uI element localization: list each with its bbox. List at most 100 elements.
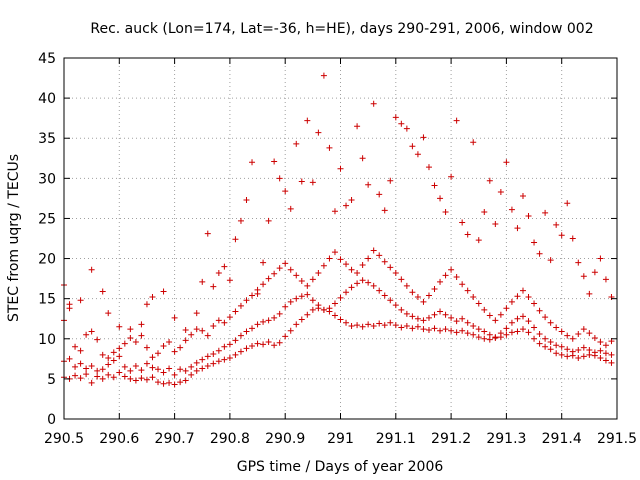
data-point (547, 346, 554, 353)
data-point (348, 266, 355, 273)
data-point (354, 269, 361, 276)
data-point (448, 314, 455, 321)
y-axis-label: STEC from uqrg / TECUs (6, 154, 22, 322)
data-point (398, 276, 405, 283)
data-point (398, 324, 405, 331)
data-point (116, 369, 123, 376)
data-point (121, 373, 128, 380)
data-point (414, 294, 421, 301)
data-point (237, 302, 244, 309)
data-point (160, 342, 167, 349)
data-point (204, 230, 211, 237)
data-point (66, 301, 73, 308)
data-point (503, 159, 510, 166)
data-point (431, 182, 438, 189)
data-point (132, 338, 139, 345)
data-point (448, 173, 455, 180)
data-point (453, 117, 460, 124)
data-point (331, 312, 338, 319)
data-point (558, 351, 565, 358)
data-point (420, 317, 427, 324)
data-point (475, 334, 482, 341)
data-point (199, 356, 206, 363)
data-point (237, 217, 244, 224)
data-point (326, 255, 333, 262)
data-point (392, 302, 399, 309)
data-point (575, 355, 582, 362)
x-tick-label: 291.1 (376, 431, 416, 447)
data-point (376, 191, 383, 198)
data-point (409, 289, 416, 296)
data-point (453, 274, 460, 281)
data-point (387, 319, 394, 326)
data-point (177, 366, 184, 373)
data-point (376, 287, 383, 294)
data-point (464, 231, 471, 238)
data-point (326, 144, 333, 151)
data-point (580, 326, 587, 333)
data-point (276, 339, 283, 346)
data-point (553, 221, 560, 228)
data-point (519, 287, 526, 294)
data-point (182, 326, 189, 333)
data-point (354, 322, 361, 329)
data-point (514, 225, 521, 232)
x-tick-label: 291 (327, 431, 354, 447)
data-point (265, 217, 272, 224)
data-point (343, 202, 350, 209)
data-point (547, 257, 554, 264)
data-point (525, 329, 532, 336)
data-point (503, 331, 510, 338)
data-point (265, 317, 272, 324)
data-point (564, 346, 571, 353)
data-point (536, 330, 543, 337)
data-point (392, 114, 399, 121)
data-point (94, 367, 101, 374)
data-point (459, 327, 466, 334)
data-point (569, 348, 576, 355)
data-point (519, 326, 526, 333)
data-point (575, 330, 582, 337)
y-tick-label: 25 (38, 211, 56, 227)
data-point (359, 261, 366, 268)
data-point (110, 349, 117, 356)
data-point (608, 359, 615, 366)
data-point (99, 288, 106, 295)
data-point (320, 72, 327, 79)
data-point (475, 300, 482, 307)
data-point (437, 308, 444, 315)
data-point (475, 237, 482, 244)
data-point (475, 326, 482, 333)
data-point (226, 277, 233, 284)
data-point (425, 326, 432, 333)
data-point (215, 317, 222, 324)
data-point (381, 292, 388, 299)
x-tick-label: 291.3 (486, 431, 526, 447)
data-point (470, 139, 477, 146)
data-point (243, 345, 250, 352)
data-point (453, 329, 460, 336)
data-point (514, 293, 521, 300)
data-point (553, 324, 560, 331)
x-tick-label: 290.6 (99, 431, 139, 447)
data-point (293, 140, 300, 147)
data-point (309, 276, 316, 283)
data-point (287, 205, 294, 212)
data-point (591, 349, 598, 356)
data-point (359, 277, 366, 284)
x-tick-label: 290.8 (210, 431, 250, 447)
data-point (249, 292, 256, 299)
data-point (132, 363, 139, 370)
y-tick-label: 5 (47, 372, 56, 388)
x-tick-label: 290.9 (265, 431, 305, 447)
data-point (470, 322, 477, 329)
data-point (99, 351, 106, 358)
data-point (481, 328, 488, 335)
data-point (486, 177, 493, 184)
data-point (331, 300, 338, 307)
x-tick-label: 291.5 (597, 431, 637, 447)
data-point (425, 314, 432, 321)
data-point (431, 325, 438, 332)
data-point (597, 255, 604, 262)
